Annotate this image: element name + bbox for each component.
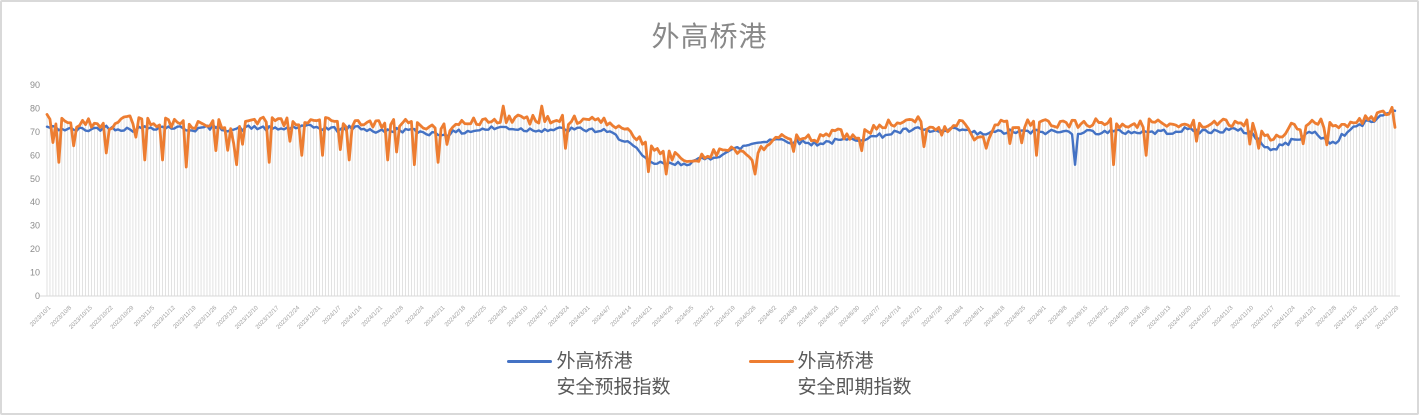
svg-text:2024/4/21: 2024/4/21 [631, 305, 655, 329]
svg-text:0: 0 [35, 291, 40, 301]
x-axis-labels: 2023/10/12023/10/82023/10/152023/10/2220… [29, 305, 1401, 331]
svg-text:2024/6/9: 2024/6/9 [778, 305, 799, 326]
svg-text:2024/2/4: 2024/2/4 [405, 305, 426, 326]
svg-text:2023/11/26: 2023/11/26 [193, 305, 219, 331]
svg-text:2024/6/2: 2024/6/2 [757, 305, 778, 326]
svg-text:2024/5/26: 2024/5/26 [734, 305, 758, 329]
forecast-line-swatch [507, 360, 553, 363]
svg-text:2024/4/28: 2024/4/28 [651, 305, 675, 329]
legend-forecast-label: 外高桥港 安全预报指数 [556, 349, 670, 401]
svg-text:70: 70 [30, 127, 40, 137]
svg-text:2024/8/4: 2024/8/4 [944, 305, 965, 326]
legend-forecast-line1: 外高桥港 [556, 351, 633, 372]
legend-forecast-line2: 安全预报指数 [556, 377, 671, 398]
svg-text:2024/5/12: 2024/5/12 [693, 305, 717, 329]
svg-text:2024/9/15: 2024/9/15 [1066, 305, 1090, 329]
chart-legend: 外高桥港 安全预报指数 外高桥港 安全即期指数 [2, 349, 1417, 401]
svg-text:2024/1/21: 2024/1/21 [361, 305, 385, 329]
svg-text:80: 80 [30, 103, 40, 113]
svg-text:2024/4/7: 2024/4/7 [592, 305, 613, 326]
svg-text:2024/3/17: 2024/3/17 [527, 305, 551, 329]
chart-title: 外高桥港 [651, 21, 768, 52]
legend-spot-label: 外高桥港 安全即期指数 [798, 349, 912, 401]
drop-lines [46, 107, 1396, 296]
legend-item-forecast: 外高桥港 安全预报指数 [507, 349, 671, 401]
svg-text:10: 10 [30, 268, 40, 278]
svg-text:2024/6/16: 2024/6/16 [797, 305, 821, 329]
svg-text:2024/2/25: 2024/2/25 [465, 305, 489, 329]
legend-spot-line1: 外高桥港 [797, 351, 874, 372]
svg-text:2024/3/31: 2024/3/31 [568, 305, 592, 329]
forecast-series-line [45, 108, 1397, 167]
legend-item-spot: 外高桥港 安全即期指数 [748, 349, 912, 401]
svg-text:90: 90 [30, 80, 40, 90]
svg-text:2024/1/7: 2024/1/7 [322, 305, 343, 326]
svg-text:2024/1/28: 2024/1/28 [382, 305, 406, 329]
svg-text:2024/9/8: 2024/9/8 [1048, 305, 1069, 326]
svg-text:2024/12/1: 2024/12/1 [1294, 305, 1318, 329]
svg-text:2024/10/27: 2024/10/27 [1188, 305, 1214, 331]
svg-text:2024/3/3: 2024/3/3 [488, 305, 509, 326]
svg-text:30: 30 [30, 221, 40, 231]
svg-text:2024/6/30: 2024/6/30 [838, 305, 862, 329]
svg-text:40: 40 [30, 197, 40, 207]
svg-text:2024/9/1: 2024/9/1 [1027, 305, 1048, 326]
y-axis-labels: 0 10 20 30 40 50 60 70 80 90 [30, 80, 40, 301]
svg-text:2024/8/25: 2024/8/25 [1004, 305, 1028, 329]
spot-series-line [45, 104, 1397, 176]
svg-text:2024/7/21: 2024/7/21 [900, 305, 924, 329]
svg-text:20: 20 [30, 244, 40, 254]
svg-text:60: 60 [30, 150, 40, 160]
spot-line-swatch [748, 360, 794, 363]
svg-text:2024/7/7: 2024/7/7 [861, 305, 882, 326]
svg-text:2023/10/29: 2023/10/29 [110, 305, 136, 331]
svg-text:50: 50 [30, 174, 40, 184]
svg-text:2024/11/24: 2024/11/24 [1272, 305, 1298, 331]
svg-text:2024/5/5: 2024/5/5 [675, 305, 696, 326]
svg-text:2024/7/28: 2024/7/28 [921, 305, 945, 329]
legend-spot-line2: 安全即期指数 [797, 377, 912, 398]
